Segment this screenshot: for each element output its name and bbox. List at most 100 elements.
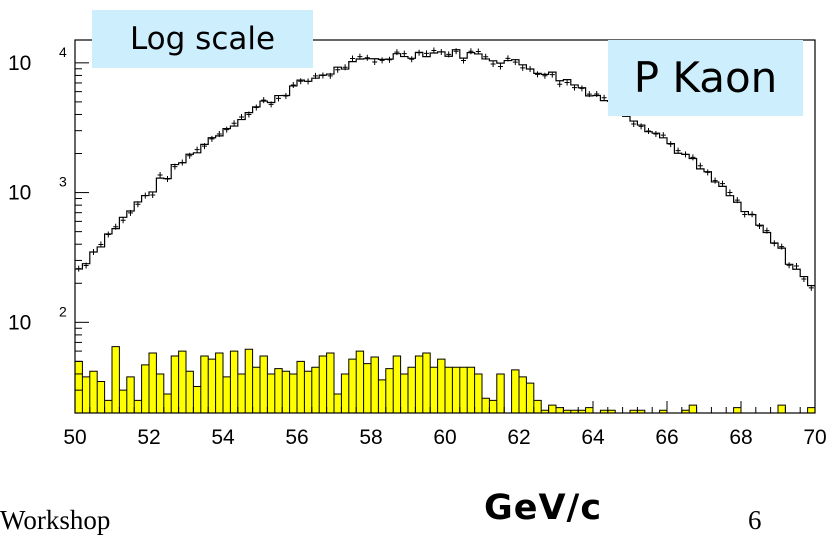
background-bin xyxy=(371,357,379,413)
background-bin xyxy=(237,373,246,413)
background-bin xyxy=(186,371,194,413)
data-point-cross xyxy=(290,81,296,88)
background-bin xyxy=(267,373,276,413)
data-point-cross xyxy=(542,72,548,79)
x-tick-label: 70 xyxy=(803,426,826,449)
background-bin xyxy=(637,410,646,413)
background-bin xyxy=(408,367,416,413)
background-bin xyxy=(496,373,505,413)
background-bin xyxy=(304,371,313,413)
background-bin xyxy=(193,386,202,413)
background-bin xyxy=(141,364,150,413)
background-bin xyxy=(541,410,549,413)
background-bin xyxy=(104,400,113,413)
background-bin xyxy=(97,381,105,413)
background-bin xyxy=(274,368,283,413)
background-bin xyxy=(556,407,564,413)
background-bin xyxy=(519,376,527,413)
background-bin xyxy=(119,390,128,413)
background-bin xyxy=(807,407,816,413)
x-axis-unit-label: GeV/c xyxy=(484,488,603,528)
y-tick-label: 10 xyxy=(8,311,31,334)
background-bin xyxy=(252,367,261,413)
background-bin xyxy=(630,410,638,413)
background-bin xyxy=(474,373,483,413)
background-bin xyxy=(297,361,305,413)
background-bin xyxy=(778,405,786,413)
data-point-cross xyxy=(638,123,644,130)
data-point-cross xyxy=(757,223,762,230)
x-tick-label: 52 xyxy=(137,426,160,449)
log-scale-callout: Log scale xyxy=(92,10,313,68)
data-point-cross xyxy=(490,61,496,68)
data-point-cross xyxy=(387,56,392,63)
data-point-cross xyxy=(564,79,570,86)
data-point-cross xyxy=(690,154,696,161)
data-point-cross xyxy=(253,104,259,111)
background-bin xyxy=(230,351,239,413)
x-tick-label: 58 xyxy=(359,426,382,449)
data-point-cross xyxy=(224,126,230,133)
background-bin xyxy=(378,379,387,413)
background-bin xyxy=(385,368,394,413)
background-bin xyxy=(607,410,616,413)
background-bin xyxy=(223,376,231,413)
background-bin xyxy=(215,353,224,413)
data-point-cross xyxy=(520,64,526,71)
background-bin xyxy=(482,398,490,413)
data-point-cross xyxy=(727,189,733,196)
background-bin xyxy=(319,356,327,413)
data-point-cross xyxy=(150,192,156,199)
data-point-cross xyxy=(120,217,126,224)
background-bin xyxy=(400,373,409,413)
data-point-cross xyxy=(601,94,607,101)
data-point-cross xyxy=(646,128,651,135)
data-point-cross xyxy=(653,131,659,138)
background-bin xyxy=(526,383,535,413)
background-bin xyxy=(348,359,357,413)
background-bin xyxy=(134,400,142,413)
background-bin xyxy=(415,356,424,413)
background-bin xyxy=(363,363,372,413)
background-bin xyxy=(334,394,342,413)
background-bin xyxy=(163,394,172,413)
background-bin xyxy=(681,410,690,413)
data-point-cross xyxy=(794,263,799,270)
data-point-cross xyxy=(720,180,725,187)
data-point-cross xyxy=(276,95,281,102)
data-point-cross xyxy=(424,50,429,57)
background-bin xyxy=(430,367,438,413)
background-bin xyxy=(326,353,335,413)
data-point-cross xyxy=(350,55,355,62)
footer-left-text: Workshop xyxy=(0,505,111,535)
background-bin xyxy=(200,356,209,413)
p-kaon-callout: P Kaon xyxy=(608,40,803,116)
data-point-cross xyxy=(372,59,378,66)
background-bin xyxy=(341,373,350,413)
background-bin xyxy=(245,349,253,413)
background-bin xyxy=(445,367,453,413)
x-tick-label: 54 xyxy=(211,426,235,449)
data-point-cross xyxy=(660,132,666,139)
data-point-cross xyxy=(697,162,703,169)
data-point-cross xyxy=(786,262,792,269)
background-bin xyxy=(585,407,594,413)
data-point-cross xyxy=(157,172,163,179)
data-point-cross xyxy=(379,57,385,64)
y-tick-exponent: 3 xyxy=(59,174,67,190)
background-bin xyxy=(178,351,187,413)
background-bin xyxy=(489,400,498,413)
data-point-cross xyxy=(498,63,503,70)
background-bin xyxy=(126,376,135,413)
data-point-cross xyxy=(105,231,111,238)
background-bin xyxy=(563,410,572,413)
data-point-cross xyxy=(364,54,370,61)
background-bin xyxy=(393,356,401,413)
x-tick-label: 60 xyxy=(433,426,456,449)
y-tick-exponent: 4 xyxy=(59,44,67,60)
background-bin xyxy=(533,400,542,413)
footer-page-number: 6 xyxy=(748,505,762,535)
data-point-cross xyxy=(675,147,681,154)
background-bin xyxy=(548,405,557,413)
